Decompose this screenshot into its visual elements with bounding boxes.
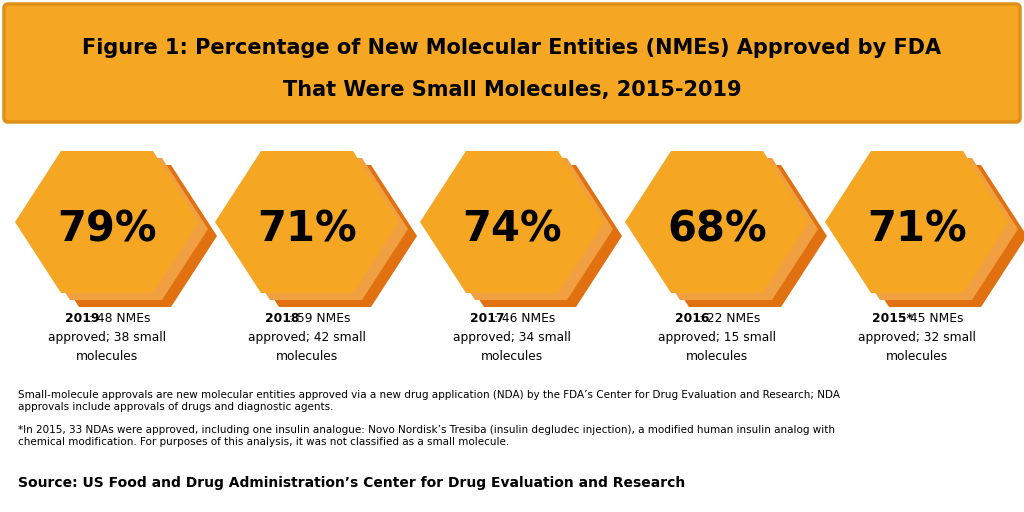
Polygon shape — [625, 151, 809, 293]
Polygon shape — [429, 158, 613, 300]
Text: approved; 38 small: approved; 38 small — [48, 331, 166, 344]
Polygon shape — [215, 151, 399, 293]
Text: 2018: 2018 — [265, 312, 299, 325]
Text: : 59 NMEs: : 59 NMEs — [289, 312, 351, 325]
Text: 2019: 2019 — [66, 312, 99, 325]
Text: approved; 34 small: approved; 34 small — [453, 331, 571, 344]
Text: molecules: molecules — [275, 350, 338, 363]
Text: 71%: 71% — [867, 209, 967, 251]
Polygon shape — [33, 165, 217, 307]
Polygon shape — [420, 151, 604, 293]
Polygon shape — [224, 158, 408, 300]
Polygon shape — [233, 165, 417, 307]
Text: molecules: molecules — [686, 350, 749, 363]
Text: : 45 NMEs: : 45 NMEs — [902, 312, 964, 325]
Text: 79%: 79% — [57, 209, 157, 251]
Text: molecules: molecules — [886, 350, 948, 363]
Text: Figure 1: Percentage of New Molecular Entities (NMEs) Approved by FDA: Figure 1: Percentage of New Molecular En… — [83, 38, 941, 58]
Text: Small-molecule approvals are new molecular entities approved via a new drug appl: Small-molecule approvals are new molecul… — [18, 390, 840, 412]
Polygon shape — [24, 158, 208, 300]
Polygon shape — [843, 165, 1024, 307]
Text: molecules: molecules — [76, 350, 138, 363]
Text: 74%: 74% — [462, 209, 562, 251]
Text: approved; 42 small: approved; 42 small — [248, 331, 366, 344]
Text: 2015*: 2015* — [871, 312, 912, 325]
Text: : 46 NMEs: : 46 NMEs — [495, 312, 556, 325]
Polygon shape — [634, 158, 818, 300]
Text: 2017: 2017 — [470, 312, 505, 325]
Polygon shape — [438, 165, 622, 307]
Polygon shape — [834, 158, 1018, 300]
Text: *In 2015, 33 NDAs were approved, including one insulin analogue: Novo Nordisk’s : *In 2015, 33 NDAs were approved, includi… — [18, 425, 835, 446]
Polygon shape — [15, 151, 199, 293]
Text: : 48 NMEs: : 48 NMEs — [89, 312, 151, 325]
Text: approved; 15 small: approved; 15 small — [658, 331, 776, 344]
Text: 71%: 71% — [257, 209, 357, 251]
Text: 2016: 2016 — [675, 312, 710, 325]
Text: That Were Small Molecules, 2015-2019: That Were Small Molecules, 2015-2019 — [283, 80, 741, 100]
Polygon shape — [643, 165, 827, 307]
Text: molecules: molecules — [481, 350, 543, 363]
Text: 68%: 68% — [667, 209, 767, 251]
Polygon shape — [825, 151, 1009, 293]
Text: approved; 32 small: approved; 32 small — [858, 331, 976, 344]
Text: Source: US Food and Drug Administration’s Center for Drug Evaluation and Researc: Source: US Food and Drug Administration’… — [18, 476, 685, 490]
FancyBboxPatch shape — [4, 4, 1020, 122]
Text: : 22 NMEs: : 22 NMEs — [699, 312, 761, 325]
